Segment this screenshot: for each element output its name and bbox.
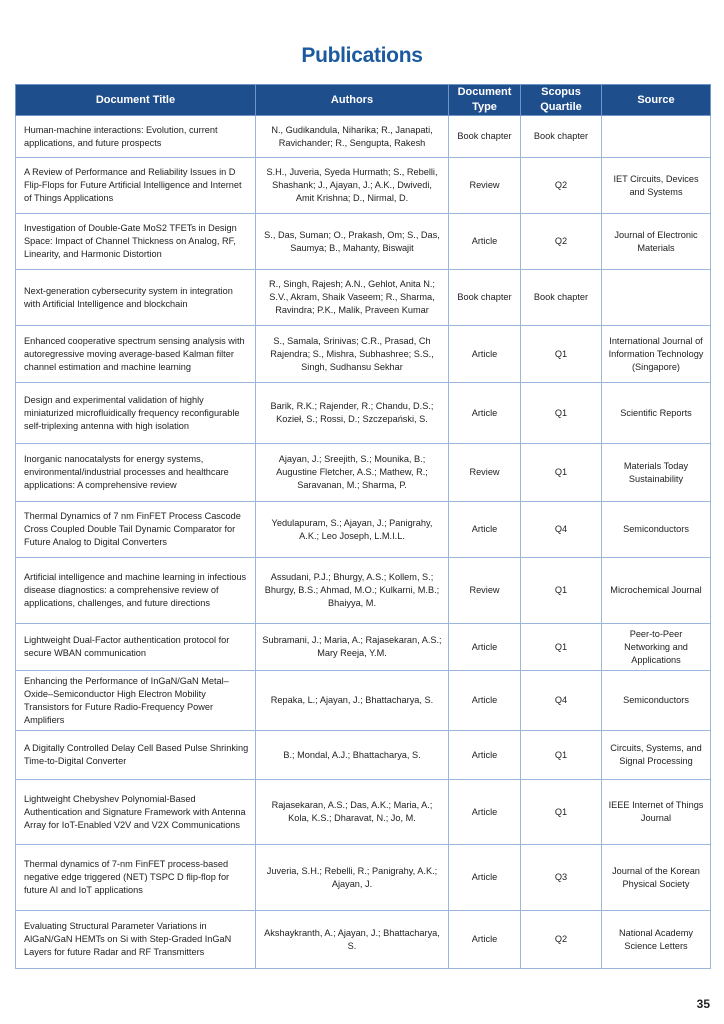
cell-quartile: Q2 [520, 213, 602, 270]
cell-source: Microchemical Journal [601, 557, 711, 624]
cell-type: Review [448, 157, 521, 214]
cell-source: Scientific Reports [601, 382, 711, 444]
cell-title: Lightweight Chebyshev Polynomial-Based A… [15, 779, 256, 845]
cell-quartile: Q4 [520, 670, 602, 731]
cell-quartile: Book chapter [520, 269, 602, 326]
cell-type: Article [448, 325, 521, 383]
cell-quartile: Q1 [520, 730, 602, 780]
table-header-row: Document Title Authors Document Type Sco… [15, 84, 711, 116]
cell-authors: B.; Mondal, A.J.; Bhattacharya, S. [255, 730, 449, 780]
cell-source: International Journal of Information Tec… [601, 325, 711, 383]
cell-title: Human-machine interactions: Evolution, c… [15, 115, 256, 158]
table-row: Thermal Dynamics of 7 nm FinFET Process … [15, 501, 711, 558]
cell-title: Investigation of Double-Gate MoS2 TFETs … [15, 213, 256, 270]
cell-title: Thermal Dynamics of 7 nm FinFET Process … [15, 501, 256, 558]
table-row: Artificial intelligence and machine lear… [15, 557, 711, 624]
table-row: A Digitally Controlled Delay Cell Based … [15, 730, 711, 780]
table-row: Investigation of Double-Gate MoS2 TFETs … [15, 213, 711, 270]
cell-title: Enhanced cooperative spectrum sensing an… [15, 325, 256, 383]
cell-quartile: Q2 [520, 910, 602, 969]
cell-authors: Juveria, S.H.; Rebelli, R.; Panigrahy, A… [255, 844, 449, 911]
cell-type: Article [448, 501, 521, 558]
cell-source [601, 269, 711, 326]
page-number: 35 [696, 997, 710, 1011]
cell-quartile: Q1 [520, 443, 602, 502]
cell-quartile: Q2 [520, 157, 602, 214]
cell-source: IET Circuits, Devices and Systems [601, 157, 711, 214]
cell-type: Review [448, 443, 521, 502]
cell-title: Inorganic nanocatalysts for energy syste… [15, 443, 256, 502]
column-header-authors: Authors [255, 84, 449, 116]
table-row: Design and experimental validation of hi… [15, 382, 711, 444]
cell-quartile: Q1 [520, 382, 602, 444]
cell-type: Book chapter [448, 269, 521, 326]
cell-type: Article [448, 844, 521, 911]
cell-title: A Digitally Controlled Delay Cell Based … [15, 730, 256, 780]
column-header-type: Document Type [448, 84, 521, 116]
cell-source: Peer-to-Peer Networking and Applications [601, 623, 711, 671]
table-row: Thermal dynamics of 7-nm FinFET process-… [15, 844, 711, 911]
cell-source: Semiconductors [601, 670, 711, 731]
page-title: Publications [301, 44, 423, 67]
table-row: A Review of Performance and Reliability … [15, 157, 711, 214]
table-row: Lightweight Dual-Factor authentication p… [15, 623, 711, 671]
cell-quartile: Q1 [520, 557, 602, 624]
column-header-source: Source [601, 84, 711, 116]
cell-source: IEEE Internet of Things Journal [601, 779, 711, 845]
cell-authors: S.H., Juveria, Syeda Hurmath; S., Rebell… [255, 157, 449, 214]
cell-authors: R., Singh, Rajesh; A.N., Gehlot, Anita N… [255, 269, 449, 326]
table-row: Next-generation cybersecurity system in … [15, 269, 711, 326]
cell-title: Evaluating Structural Parameter Variatio… [15, 910, 256, 969]
cell-authors: Yedulapuram, S.; Ajayan, J.; Panigrahy, … [255, 501, 449, 558]
cell-title: Artificial intelligence and machine lear… [15, 557, 256, 624]
cell-title: A Review of Performance and Reliability … [15, 157, 256, 214]
cell-quartile: Q1 [520, 779, 602, 845]
column-header-title: Document Title [15, 84, 256, 116]
publications-table: Document Title Authors Document Type Sco… [15, 84, 711, 969]
cell-type: Article [448, 213, 521, 270]
cell-source: Semiconductors [601, 501, 711, 558]
cell-quartile: Book chapter [520, 115, 602, 158]
table-row: Enhancing the Performance of InGaN/GaN M… [15, 670, 711, 731]
cell-source: National Academy Science Letters [601, 910, 711, 969]
cell-quartile: Q4 [520, 501, 602, 558]
cell-type: Article [448, 382, 521, 444]
cell-authors: Rajasekaran, A.S.; Das, A.K.; Maria, A.;… [255, 779, 449, 845]
cell-type: Review [448, 557, 521, 624]
cell-title: Next-generation cybersecurity system in … [15, 269, 256, 326]
cell-title: Enhancing the Performance of InGaN/GaN M… [15, 670, 256, 731]
cell-title: Lightweight Dual-Factor authentication p… [15, 623, 256, 671]
cell-authors: Ajayan, J.; Sreejith, S.; Mounika, B.; A… [255, 443, 449, 502]
cell-type: Article [448, 910, 521, 969]
cell-authors: Repaka, L.; Ajayan, J.; Bhattacharya, S. [255, 670, 449, 731]
cell-title: Design and experimental validation of hi… [15, 382, 256, 444]
cell-quartile: Q3 [520, 844, 602, 911]
cell-quartile: Q1 [520, 325, 602, 383]
table-row: Human-machine interactions: Evolution, c… [15, 115, 711, 158]
table-row: Evaluating Structural Parameter Variatio… [15, 910, 711, 969]
cell-source: Circuits, Systems, and Signal Processing [601, 730, 711, 780]
cell-authors: Subramani, J.; Maria, A.; Rajasekaran, A… [255, 623, 449, 671]
cell-type: Article [448, 779, 521, 845]
cell-source: Materials Today Sustainability [601, 443, 711, 502]
column-header-quartile: Scopus Quartile [520, 84, 602, 116]
cell-quartile: Q1 [520, 623, 602, 671]
cell-type: Book chapter [448, 115, 521, 158]
cell-authors: Akshaykranth, A.; Ajayan, J.; Bhattachar… [255, 910, 449, 969]
cell-type: Article [448, 623, 521, 671]
cell-type: Article [448, 730, 521, 780]
cell-authors: Assudani, P.J.; Bhurgy, A.S.; Kollem, S.… [255, 557, 449, 624]
cell-title: Thermal dynamics of 7-nm FinFET process-… [15, 844, 256, 911]
table-row: Enhanced cooperative spectrum sensing an… [15, 325, 711, 383]
cell-authors: Barik, R.K.; Rajender, R.; Chandu, D.S.;… [255, 382, 449, 444]
cell-source: Journal of Electronic Materials [601, 213, 711, 270]
cell-type: Article [448, 670, 521, 731]
table-row: Inorganic nanocatalysts for energy syste… [15, 443, 711, 502]
cell-authors: N., Gudikandula, Niharika; R., Janapati,… [255, 115, 449, 158]
cell-authors: S., Das, Suman; O., Prakash, Om; S., Das… [255, 213, 449, 270]
cell-authors: S., Samala, Srinivas; C.R., Prasad, Ch R… [255, 325, 449, 383]
table-row: Lightweight Chebyshev Polynomial-Based A… [15, 779, 711, 845]
cell-source: Journal of the Korean Physical Society [601, 844, 711, 911]
cell-source [601, 115, 711, 158]
